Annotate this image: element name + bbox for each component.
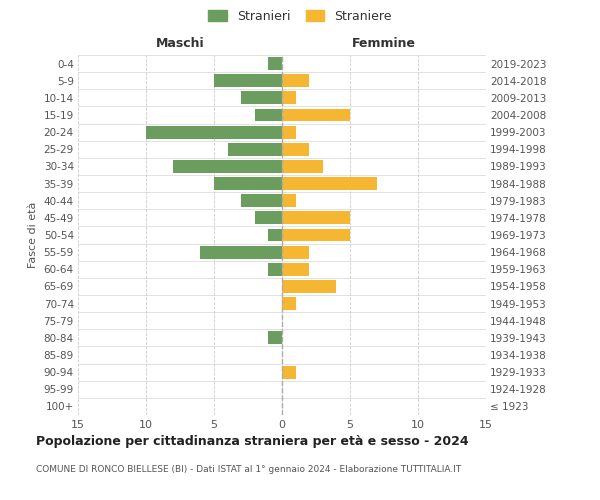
Text: Maschi: Maschi (155, 37, 205, 50)
Bar (268, 228, 282, 241)
Bar (282, 263, 309, 276)
Bar (268, 263, 282, 276)
Bar (282, 246, 309, 258)
Bar (282, 366, 296, 378)
Bar (214, 177, 282, 190)
Bar (282, 280, 337, 293)
Bar (282, 160, 323, 173)
Bar (282, 297, 296, 310)
Bar (173, 160, 282, 173)
Bar (282, 74, 309, 87)
Y-axis label: Fasce di età: Fasce di età (28, 202, 38, 268)
Text: Femmine: Femmine (352, 37, 416, 50)
Text: COMUNE DI RONCO BIELLESE (BI) - Dati ISTAT al 1° gennaio 2024 - Elaborazione TUT: COMUNE DI RONCO BIELLESE (BI) - Dati IST… (36, 465, 461, 474)
Bar (282, 126, 296, 138)
Bar (282, 108, 350, 122)
Bar (200, 246, 282, 258)
Bar (268, 332, 282, 344)
Bar (282, 212, 350, 224)
Bar (146, 126, 282, 138)
Bar (282, 228, 350, 241)
Bar (241, 92, 282, 104)
Bar (227, 143, 282, 156)
Bar (214, 74, 282, 87)
Legend: Stranieri, Straniere: Stranieri, Straniere (205, 6, 395, 26)
Text: Popolazione per cittadinanza straniera per età e sesso - 2024: Popolazione per cittadinanza straniera p… (36, 435, 469, 448)
Bar (255, 108, 282, 122)
Bar (255, 212, 282, 224)
Bar (282, 143, 309, 156)
Bar (282, 92, 296, 104)
Bar (268, 57, 282, 70)
Bar (241, 194, 282, 207)
Bar (282, 194, 296, 207)
Bar (282, 177, 377, 190)
